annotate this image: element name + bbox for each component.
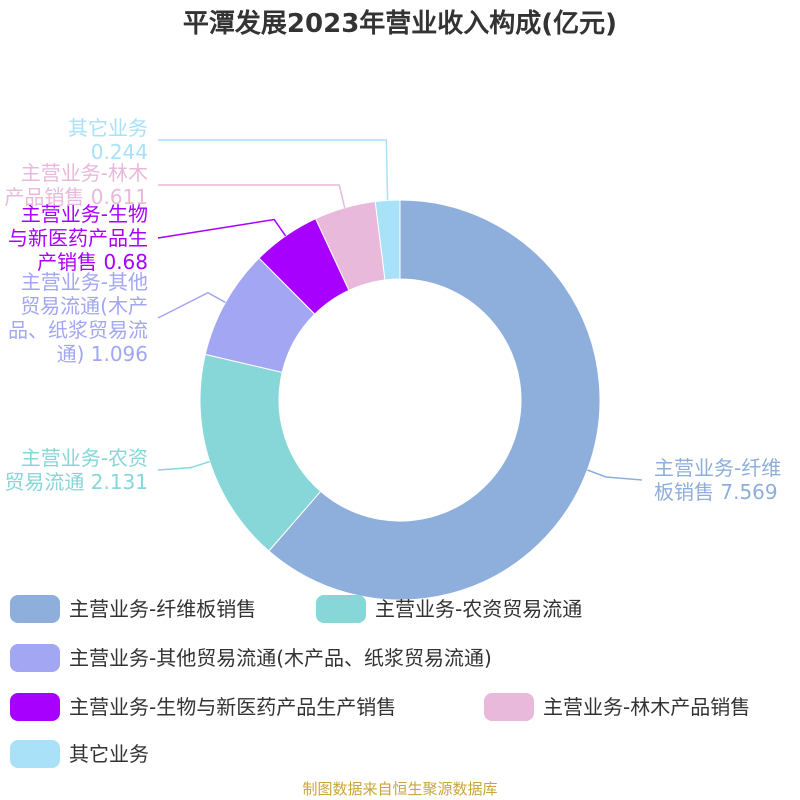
legend-item: 主营业务-其他贸易流通(木产品、纸浆贸易流通) xyxy=(10,644,492,672)
leader-line xyxy=(158,139,389,201)
slice-labels: 主营业务-纤维板销售 7.569 主营业务-农资贸易流通 2.131 主营业务-其他… xyxy=(4,116,781,504)
slice-label: 主营业务-其他贸易流通(木产品、纸浆贸易流通) 1.096 xyxy=(8,270,148,366)
leader-line xyxy=(157,218,287,239)
legend-swatch xyxy=(316,595,366,623)
donut-slice xyxy=(268,199,601,601)
legend-swatch xyxy=(10,693,60,721)
slice-label: 主营业务-生物与新医药产品生产销售 0.68 xyxy=(8,202,148,274)
legend-label: 主营业务-纤维板销售 xyxy=(69,597,256,621)
legend-label: 其它业务 xyxy=(69,742,149,766)
legend-item: 主营业务-纤维板销售 xyxy=(10,595,256,623)
legend-label: 主营业务-生物与新医药产品生产销售 xyxy=(69,695,396,719)
slice-label: 主营业务-林木产品销售 0.611 xyxy=(4,161,148,209)
donut-slices xyxy=(199,199,601,601)
slice-label: 主营业务-纤维板销售 7.569 xyxy=(654,456,781,504)
donut-slice xyxy=(374,199,401,281)
legend-item: 主营业务-农资贸易流通 xyxy=(316,595,582,623)
legend-item: 主营业务-林木产品销售 xyxy=(484,693,750,721)
leader-line xyxy=(157,460,210,471)
source-note: 制图数据来自恒生聚源数据库 xyxy=(302,780,497,798)
slice-label: 主营业务-农资贸易流通 2.131 xyxy=(4,446,148,494)
leader-line xyxy=(157,291,226,319)
chart-title: 平潭发展2023年营业收入构成(亿元) xyxy=(183,8,617,39)
leader-line xyxy=(587,469,643,481)
legend-item: 主营业务-生物与新医药产品生产销售 xyxy=(10,693,396,721)
chart-legend: 主营业务-纤维板销售 主营业务-农资贸易流通主营业务-其他贸易流通(木产品、纸浆贸… xyxy=(10,595,750,768)
legend-swatch xyxy=(10,740,60,768)
legend-item: 其它业务 xyxy=(10,740,149,768)
legend-label: 主营业务-农资贸易流通 xyxy=(375,597,582,621)
legend-swatch xyxy=(484,693,534,721)
legend-swatch xyxy=(10,644,60,672)
legend-label: 主营业务-其他贸易流通(木产品、纸浆贸易流通) xyxy=(69,646,492,670)
leader-line xyxy=(158,184,346,208)
legend-label: 主营业务-林木产品销售 xyxy=(543,695,750,719)
legend-swatch xyxy=(10,595,60,623)
slice-label: 其它业务 0.244 xyxy=(68,116,148,164)
